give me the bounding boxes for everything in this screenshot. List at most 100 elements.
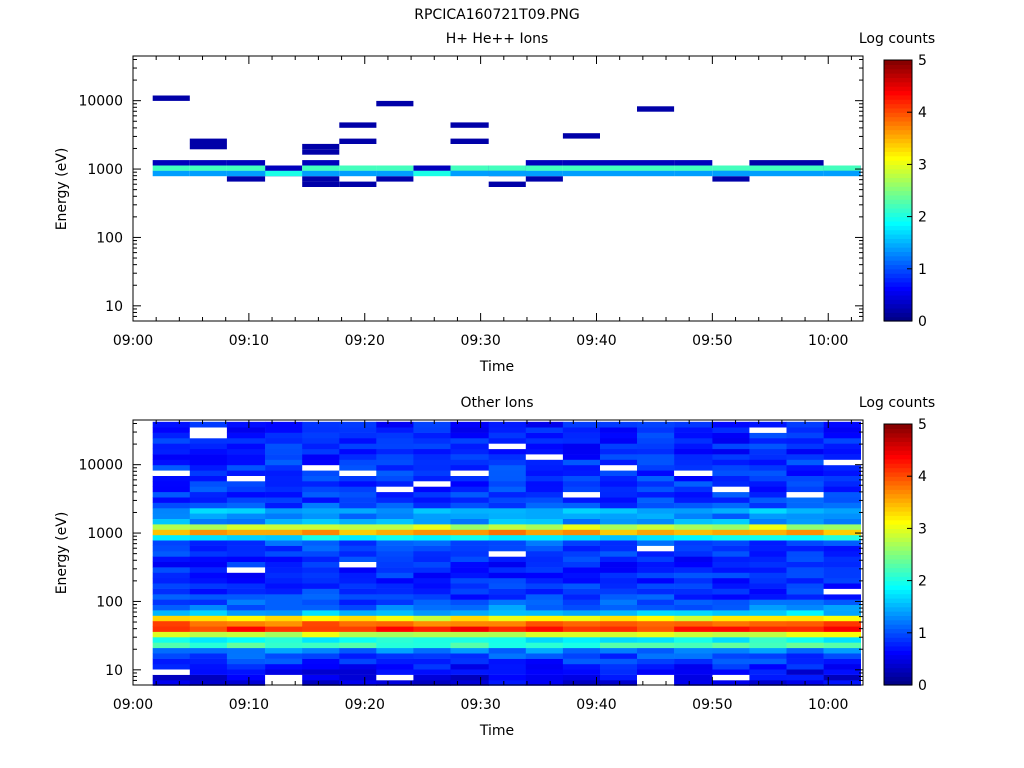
x-axis-label: Time bbox=[479, 359, 514, 375]
heatmap-cell bbox=[749, 561, 787, 568]
heatmap-cell bbox=[600, 610, 638, 616]
heatmap-cell bbox=[152, 160, 190, 166]
heatmap-cell bbox=[525, 421, 564, 428]
heatmap-cell bbox=[562, 572, 601, 579]
heatmap-cell bbox=[562, 486, 601, 493]
heatmap-cell bbox=[674, 443, 713, 450]
heatmap-cell bbox=[786, 421, 824, 428]
heatmap-cell bbox=[189, 577, 228, 584]
heatmap-cell bbox=[749, 653, 787, 659]
heatmap-cell bbox=[786, 561, 824, 568]
heatmap-cell bbox=[562, 534, 601, 541]
heatmap-cell bbox=[265, 583, 303, 589]
heatmap-cell bbox=[152, 631, 191, 638]
heatmap-cell bbox=[376, 642, 414, 649]
heatmap-cell bbox=[152, 438, 191, 444]
heatmap-cell bbox=[488, 626, 527, 632]
heatmap-cell bbox=[749, 470, 787, 476]
heatmap-cell bbox=[226, 663, 266, 670]
heatmap-cell bbox=[600, 438, 638, 444]
heatmap-cell bbox=[712, 647, 750, 654]
heatmap-cell bbox=[637, 545, 675, 552]
heatmap-cell bbox=[265, 620, 303, 627]
colorbar-segment bbox=[884, 133, 912, 139]
heatmap-cell bbox=[712, 513, 750, 519]
heatmap-cell bbox=[413, 497, 451, 503]
heatmap-cell bbox=[823, 165, 861, 171]
heatmap-cell bbox=[152, 443, 191, 450]
heatmap-cell bbox=[450, 518, 489, 525]
heatmap-cell bbox=[450, 567, 489, 573]
colorbar-segment bbox=[884, 554, 912, 560]
heatmap-cell bbox=[786, 572, 824, 579]
colorbar-segment bbox=[884, 445, 912, 451]
heatmap-cell bbox=[749, 658, 787, 665]
heatmap-cell bbox=[674, 604, 713, 611]
heatmap-cell bbox=[376, 475, 414, 482]
heatmap-cell bbox=[226, 464, 266, 471]
heatmap-cell bbox=[674, 556, 713, 562]
heatmap-cell bbox=[376, 176, 414, 182]
heatmap-cell bbox=[152, 610, 191, 616]
colorbar-segment bbox=[884, 168, 912, 174]
heatmap-cell bbox=[152, 545, 191, 552]
heatmap-cell bbox=[376, 653, 414, 659]
heatmap-cell bbox=[823, 518, 861, 525]
heatmap-cell bbox=[786, 497, 824, 503]
heatmap-cell bbox=[376, 529, 414, 536]
heatmap-cell bbox=[189, 561, 228, 568]
heatmap-cell bbox=[226, 529, 266, 536]
heatmap-cell bbox=[562, 529, 601, 536]
heatmap-cell bbox=[823, 540, 861, 546]
colorbar-segment bbox=[884, 303, 912, 309]
colorbar-segment bbox=[884, 99, 912, 105]
heatmap-cell bbox=[339, 529, 377, 536]
y-tick-label: 10 bbox=[105, 663, 123, 679]
heatmap-cell bbox=[786, 438, 824, 444]
heatmap-cell bbox=[525, 610, 564, 616]
heatmap-cell bbox=[189, 669, 228, 675]
heatmap-cell bbox=[525, 540, 564, 546]
heatmap-cell bbox=[152, 497, 191, 503]
heatmap-cell bbox=[376, 427, 414, 433]
axes: 09:00 09:10 09:20 09:30 09:40 09:50 10:00 10 100… bbox=[78, 56, 863, 349]
heatmap-cell bbox=[265, 513, 303, 519]
heatmap-cell bbox=[265, 545, 303, 552]
heatmap-cell bbox=[152, 534, 191, 541]
colorbar-segment bbox=[884, 116, 912, 122]
heatmap-cell bbox=[152, 577, 191, 584]
heatmap-cell bbox=[413, 637, 451, 643]
heatmap-cell bbox=[339, 481, 377, 487]
heatmap-cell bbox=[339, 561, 377, 568]
heatmap-cell bbox=[339, 653, 377, 659]
heatmap-cell bbox=[339, 556, 377, 562]
heatmap-cell bbox=[562, 464, 601, 471]
heatmap-cell bbox=[450, 680, 489, 686]
heatmap-cell bbox=[562, 427, 601, 433]
colorbar-segment bbox=[884, 316, 912, 322]
heatmap-cell bbox=[265, 524, 303, 530]
colorbar-segment bbox=[884, 437, 912, 442]
heatmap-cell bbox=[226, 642, 266, 649]
heatmap-cell bbox=[339, 647, 377, 654]
heatmap-cell bbox=[600, 513, 638, 519]
heatmap-cell bbox=[488, 524, 527, 530]
heatmap-cell bbox=[525, 160, 563, 166]
heatmap-cell bbox=[152, 561, 191, 568]
heatmap-cell bbox=[525, 674, 564, 681]
heatmap-cell bbox=[450, 122, 489, 128]
y-tick-label: 100 bbox=[96, 594, 123, 610]
heatmap-cell bbox=[339, 475, 377, 482]
heatmap-cell bbox=[376, 577, 414, 584]
heatmap-cell bbox=[302, 674, 340, 681]
heatmap-cell bbox=[600, 620, 638, 627]
heatmap-cell bbox=[488, 588, 527, 595]
heatmap-cell bbox=[637, 610, 675, 616]
heatmap-cell bbox=[786, 160, 824, 166]
heatmap-cell bbox=[525, 658, 564, 665]
heatmap-cell bbox=[637, 551, 675, 557]
heatmap-cell bbox=[376, 647, 414, 654]
colorbar: 0 1 2 3 4 5 bbox=[883, 53, 927, 330]
heatmap-cell bbox=[450, 427, 489, 433]
heatmap-cell bbox=[189, 567, 228, 573]
